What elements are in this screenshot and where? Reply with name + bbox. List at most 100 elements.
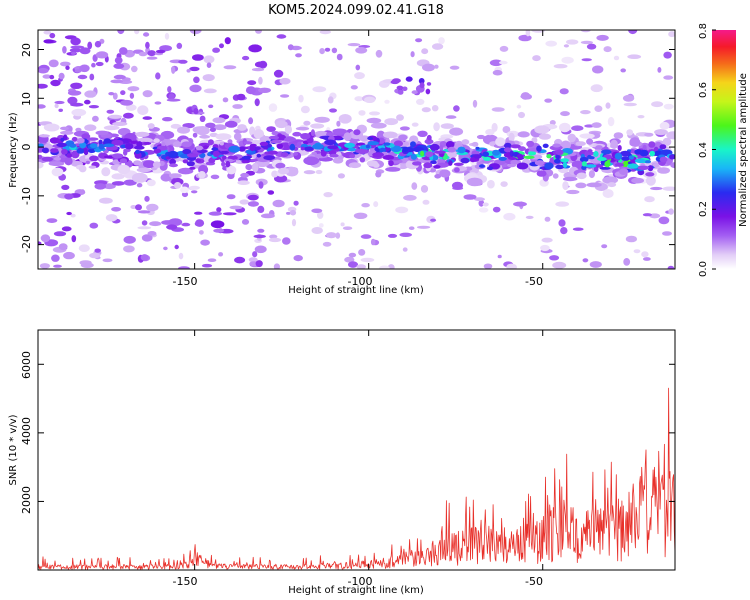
heat-cell (582, 258, 589, 263)
heat-cell (113, 63, 125, 69)
heat-cell (198, 142, 211, 147)
heat-cell (508, 157, 518, 160)
heat-cell (402, 141, 410, 146)
heat-cell (412, 161, 422, 166)
heat-cell (86, 137, 99, 141)
heat-cell (607, 182, 617, 188)
heat-cell (212, 47, 221, 53)
heat-cell (195, 145, 203, 151)
heat-cell (268, 103, 278, 112)
heat-cell (40, 234, 51, 243)
heat-cell (320, 150, 327, 157)
heat-cell (491, 107, 505, 112)
heat-cell (182, 148, 192, 155)
heat-cell (315, 169, 323, 175)
heat-cell (218, 252, 224, 257)
heat-cell (666, 131, 675, 140)
heat-cell (648, 141, 656, 148)
heat-cell (186, 69, 191, 73)
heat-cell (145, 41, 150, 49)
heat-cell (135, 204, 142, 211)
chart-title: KOM5.2024.099.02.41.G18 (268, 3, 444, 18)
heat-cell (123, 235, 136, 244)
heat-cell (80, 262, 94, 268)
heat-cell (344, 142, 356, 149)
colorbar-tick-label: 0.2 (698, 201, 709, 217)
heat-cell (226, 194, 236, 200)
heat-cell (560, 158, 569, 163)
heat-cell (350, 85, 358, 90)
heat-cell (445, 115, 457, 119)
heat-cell (64, 193, 74, 200)
heat-cell (137, 137, 153, 143)
heat-cell (620, 150, 631, 157)
heat-cell (114, 56, 123, 64)
heat-cell (531, 30, 546, 33)
heat-cell (552, 173, 559, 179)
colorbar-tick-label: 0.6 (698, 82, 709, 98)
heat-cell (439, 169, 451, 178)
heat-cell (167, 150, 179, 158)
heat-cell (402, 86, 408, 92)
heat-cell (634, 149, 643, 155)
heat-cell (553, 63, 568, 69)
heat-cell (388, 160, 394, 167)
heat-cell (61, 148, 68, 155)
heat-cell (587, 154, 592, 159)
heat-cell (410, 51, 415, 58)
heat-cell (353, 212, 368, 219)
heat-cell (303, 146, 314, 151)
heat-cell (631, 177, 644, 184)
heat-cell (433, 150, 446, 154)
heat-cell (71, 235, 77, 243)
heat-cell (571, 125, 584, 131)
heat-cell (534, 160, 545, 166)
heat-cell (38, 154, 43, 160)
heat-cell (517, 131, 530, 138)
heat-cell (667, 265, 675, 269)
heat-cell (193, 76, 200, 84)
heat-cell (319, 48, 325, 55)
heat-cell (61, 184, 70, 190)
heat-cell (633, 249, 641, 254)
heat-cell (405, 76, 413, 82)
heat-cell (112, 92, 118, 100)
heat-cell (81, 133, 91, 140)
heat-cell (602, 176, 619, 184)
heat-cell (453, 105, 460, 112)
heat-cell (472, 154, 482, 159)
heat-cell (430, 160, 437, 164)
heat-cell (137, 105, 149, 116)
colorbar-label: Normalized spectral amplitude (738, 73, 749, 227)
spectrogram-ytick-label: -10 (20, 187, 33, 205)
heat-cell (87, 41, 93, 50)
heat-cell (627, 54, 642, 59)
heat-cell (78, 244, 90, 252)
heat-cell (518, 34, 532, 42)
heat-cell (276, 34, 287, 39)
heat-cell (203, 145, 208, 150)
heat-cell (166, 98, 181, 102)
heat-cell (311, 227, 323, 234)
heat-cell (544, 216, 551, 222)
heat-cell (628, 30, 638, 35)
heat-cell (51, 254, 60, 262)
heat-cell (229, 205, 243, 210)
heat-cell (43, 123, 60, 132)
heat-cell (572, 227, 584, 231)
heat-cell (310, 129, 315, 137)
heat-cell (49, 74, 55, 80)
heat-cell (421, 107, 431, 113)
heat-cell (41, 156, 54, 162)
heat-cell (525, 215, 534, 219)
heat-cell (219, 43, 224, 49)
heat-cell (223, 212, 237, 216)
heat-cell (372, 152, 384, 158)
heat-cell (171, 66, 176, 74)
heat-cell (644, 132, 654, 137)
heat-cell (644, 196, 655, 203)
heat-cell (130, 205, 137, 209)
heat-cell (66, 153, 72, 158)
heat-cell (78, 165, 87, 173)
heat-cell (438, 37, 445, 45)
